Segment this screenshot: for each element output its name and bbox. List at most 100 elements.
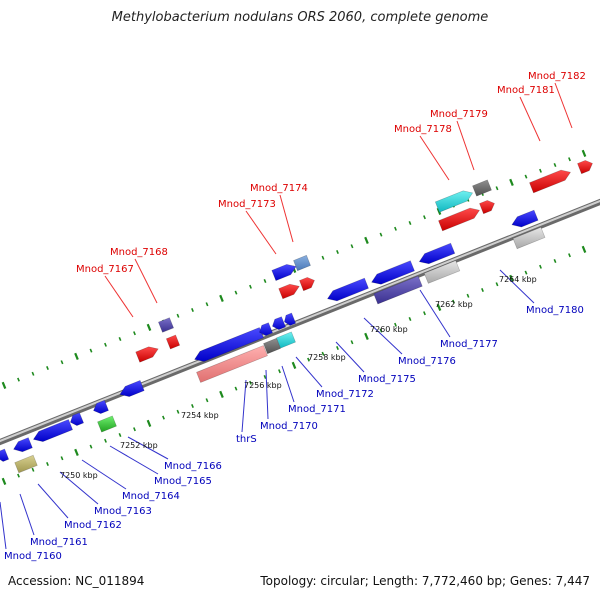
- outer-tick: [509, 178, 514, 187]
- scale-label: 7250 kbp: [60, 471, 98, 480]
- label-leader-lines: [0, 82, 573, 550]
- reverse-gene: [14, 454, 38, 474]
- outer-tick: [1, 381, 7, 390]
- reverse-leader-line: [59, 471, 99, 505]
- reverse-leader-line: [19, 493, 35, 536]
- inner-tick: [17, 473, 20, 478]
- inner-tick: [219, 390, 224, 399]
- reverse-gene-label: Mnod_7163: [94, 506, 152, 517]
- inner-tick: [466, 293, 470, 298]
- outer-tick: [568, 157, 571, 162]
- gene-labels: Mnod_7167 Mnod_7168 Mnod_7173 Mnod_7174 Mnod…: [4, 71, 586, 562]
- scale-labels: 7250 kbp 7252 kbp 7254 kbp 7256 kbp 7258 kbp…: [60, 275, 537, 480]
- reverse-gene-label: Mnod_7171: [288, 404, 346, 415]
- outer-tick: [249, 284, 252, 289]
- forward-gene: [438, 207, 480, 232]
- forward-leader-line: [104, 275, 134, 318]
- outer-tick: [423, 215, 426, 220]
- forward-gene-label: Mnod_7174: [250, 183, 308, 194]
- forward-gene: [434, 190, 474, 213]
- reverse-gene: [511, 209, 539, 228]
- reverse-gene: [371, 260, 415, 285]
- outer-tick: [336, 249, 339, 255]
- outer-tick: [524, 174, 528, 179]
- inner-tick: [291, 361, 297, 370]
- outer-tick: [146, 323, 152, 332]
- reverse-gene: [93, 399, 109, 414]
- tick-marks: [1, 149, 587, 486]
- reverse-leader-line: [363, 317, 403, 355]
- outer-tick: [581, 149, 587, 158]
- reverse-leader-line: [335, 341, 365, 373]
- inner-tick: [191, 403, 194, 409]
- reverse-gene-label: Mnod_7176: [398, 356, 456, 367]
- inner-tick: [60, 456, 64, 461]
- reverse-gene-label: Mnod_7165: [154, 476, 212, 487]
- accession-text: Accession: NC_011894: [8, 574, 145, 588]
- inner-tick: [568, 253, 571, 258]
- forward-gene-label: Mnod_7167: [76, 264, 134, 275]
- reverse-gene: [32, 419, 73, 442]
- scale-label: 7256 kbp: [244, 381, 282, 390]
- inner-tick: [205, 398, 209, 403]
- outer-tick: [205, 302, 209, 307]
- inner-tick: [89, 444, 93, 449]
- reverse-gene: [0, 448, 10, 462]
- outer-tick: [321, 255, 325, 260]
- outer-tick: [495, 186, 499, 191]
- inner-tick: [249, 380, 252, 385]
- forward-leader-line: [279, 194, 294, 243]
- forward-gene: [278, 283, 300, 300]
- reverse-leader-line: [241, 379, 247, 433]
- forward-gene-label: Mnod_7182: [528, 71, 586, 82]
- forward-gene: [529, 169, 571, 194]
- reverse-gene: [418, 242, 456, 265]
- inner-tick: [336, 345, 339, 351]
- reverse-gene: [97, 415, 117, 433]
- outer-tick: [263, 278, 267, 284]
- outer-tick: [31, 371, 35, 376]
- inner-tick: [263, 374, 267, 380]
- inner-tick: [74, 448, 79, 457]
- inner-tick: [408, 316, 412, 322]
- reverse-gene: [119, 380, 145, 397]
- inner-tick: [133, 427, 136, 432]
- forward-gene: [271, 264, 297, 281]
- inner-tick: [509, 274, 514, 283]
- reverse-gene: [284, 312, 297, 326]
- outer-tick: [74, 352, 79, 361]
- reverse-leader-line: [295, 356, 323, 388]
- reverse-gene-label: Mnod_7170: [260, 421, 318, 432]
- inner-tick: [234, 386, 238, 391]
- outer-tick: [17, 377, 20, 382]
- forward-gene-label: Mnod_7168: [110, 247, 168, 258]
- inner-tick: [539, 264, 542, 269]
- forward-gene: [165, 334, 181, 350]
- forward-leader-line: [456, 120, 475, 171]
- reverse-gene-label: Mnod_7164: [122, 491, 180, 502]
- outer-tick: [364, 236, 369, 245]
- inner-tick: [553, 258, 557, 264]
- reverse-gene-label: Mnod_7160: [4, 551, 62, 562]
- outer-tick: [408, 220, 412, 226]
- reverse-gene-label: Mnod_7175: [358, 374, 416, 385]
- outer-tick: [350, 244, 354, 249]
- reverse-gene-label: Mnod_7177: [440, 339, 498, 350]
- scale-label: 7254 kbp: [181, 411, 219, 420]
- outer-tick: [89, 348, 93, 353]
- outer-tick: [234, 290, 238, 295]
- forward-gene-label: Mnod_7173: [218, 199, 276, 210]
- outer-tick: [436, 207, 442, 216]
- inner-tick: [481, 287, 484, 293]
- inner-tick: [452, 299, 455, 304]
- inner-tick: [104, 438, 107, 443]
- forward-gene: [472, 179, 492, 197]
- outer-tick: [553, 162, 557, 168]
- inner-tick: [321, 351, 325, 356]
- inner-tick: [350, 340, 354, 345]
- forward-leader-line: [419, 135, 450, 181]
- inner-tick: [436, 303, 442, 312]
- map-title: Methylobacterium nodulans ORS 2060, comp…: [111, 10, 489, 25]
- inner-tick: [524, 270, 528, 275]
